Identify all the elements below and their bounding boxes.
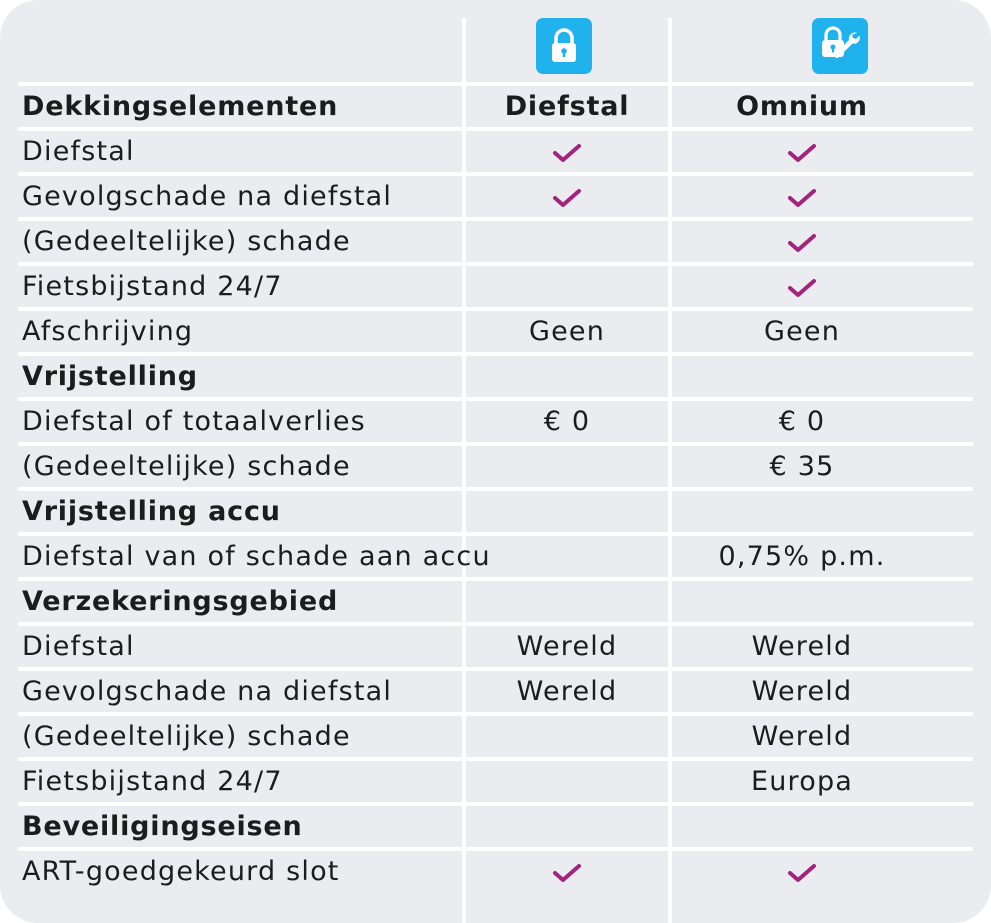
section-title: Verzekeringsgebied — [22, 586, 339, 617]
checkmark-icon — [672, 174, 932, 219]
row-label: (Gedeeltelijke) schade — [22, 721, 351, 752]
empty-cell — [466, 219, 668, 264]
diefstal-value: € 0 — [543, 406, 591, 437]
row-divider — [18, 217, 973, 221]
omnium-value: Wereld — [751, 721, 853, 752]
section-title: Vrijstelling accu — [22, 496, 281, 527]
checkmark-icon — [672, 849, 932, 894]
empty-cell — [672, 579, 932, 624]
omnium-value: Geen — [763, 316, 841, 347]
row-label: Gevolgschade na diefstal — [22, 676, 393, 707]
row-label: Fietsbijstand 24/7 — [22, 271, 283, 302]
table-row: Gevolgschade na diefstal — [0, 174, 991, 219]
row-divider — [18, 487, 973, 491]
table-row: ART-goedgekeurd slot — [0, 849, 991, 894]
section-row: Vrijstelling — [0, 354, 991, 399]
lock-wrench-icon — [812, 18, 868, 74]
row-label: Diefstal of totaalverlies — [22, 406, 366, 437]
row-divider — [18, 577, 973, 581]
row-label: Afschrijving — [22, 316, 194, 347]
empty-cell — [466, 579, 668, 624]
table-row: Diefstal Wereld Wereld — [0, 624, 991, 669]
row-label: ART-goedgekeurd slot — [22, 856, 340, 887]
table-row: (Gedeeltelijke) schade € 35 — [0, 444, 991, 489]
empty-cell — [672, 354, 932, 399]
table-row: Fietsbijstand 24/7 — [0, 264, 991, 309]
omnium-value: € 0 — [778, 406, 826, 437]
section-row: Vrijstelling accu — [0, 489, 991, 534]
column-divider — [462, 18, 466, 923]
table-row: Fietsbijstand 24/7 Europa — [0, 759, 991, 804]
section-title: Beveiligingseisen — [22, 811, 303, 842]
table-row: Diefstal of totaalverlies € 0 € 0 — [0, 399, 991, 444]
row-divider — [18, 262, 973, 266]
row-divider — [18, 757, 973, 761]
row-divider — [18, 712, 973, 716]
empty-cell — [466, 714, 668, 759]
diefstal-value: Wereld — [516, 631, 618, 662]
checkmark-icon — [672, 219, 932, 264]
omnium-value: Europa — [750, 766, 854, 797]
table-row: Afschrijving Geen Geen — [0, 309, 991, 354]
row-divider — [18, 532, 973, 536]
omnium-value: € 35 — [769, 451, 835, 482]
row-divider — [18, 622, 973, 626]
checkmark-icon — [466, 129, 668, 174]
header-omnium: Omnium — [736, 91, 868, 122]
checkmark-icon — [466, 849, 668, 894]
table-row: (Gedeeltelijke) schade Wereld — [0, 714, 991, 759]
empty-cell — [466, 759, 668, 804]
row-divider — [18, 802, 973, 806]
row-divider — [18, 352, 973, 356]
row-divider — [18, 667, 973, 671]
row-divider — [18, 307, 973, 311]
checkmark-icon — [466, 174, 668, 219]
row-label: (Gedeeltelijke) schade — [22, 451, 351, 482]
row-label: Diefstal van of schade aan accu — [22, 541, 491, 572]
diefstal-value: Geen — [528, 316, 606, 347]
row-divider — [18, 397, 973, 401]
table-row: Gevolgschade na diefstal Wereld Wereld — [0, 669, 991, 714]
empty-cell — [466, 354, 668, 399]
empty-cell — [672, 804, 932, 849]
section-row: Beveiligingseisen — [0, 804, 991, 849]
table-row: (Gedeeltelijke) schade — [0, 219, 991, 264]
empty-cell — [466, 534, 668, 579]
checkmark-icon — [672, 264, 932, 309]
row-label: Gevolgschade na diefstal — [22, 181, 393, 212]
checkmark-icon — [672, 129, 932, 174]
section-title: Vrijstelling — [22, 361, 198, 392]
row-label: (Gedeeltelijke) schade — [22, 226, 351, 257]
row-divider — [18, 82, 973, 86]
row-divider — [18, 442, 973, 446]
omnium-value: Wereld — [751, 676, 853, 707]
diefstal-value: Wereld — [516, 676, 618, 707]
lock-icon — [536, 18, 592, 74]
row-divider — [18, 172, 973, 176]
table-row: Diefstal van of schade aan accu 0,75% p.m… — [0, 534, 991, 579]
table-header-row: Dekkingselementen Diefstal Omnium — [0, 84, 991, 129]
omnium-value: 0,75% p.m. — [718, 541, 886, 572]
empty-cell — [466, 264, 668, 309]
empty-cell — [466, 804, 668, 849]
header-diefstal: Diefstal — [504, 91, 630, 122]
empty-cell — [466, 444, 668, 489]
row-divider — [18, 127, 973, 131]
row-label: Diefstal — [22, 136, 135, 167]
table-row: Diefstal — [0, 129, 991, 174]
row-label: Fietsbijstand 24/7 — [22, 766, 283, 797]
omnium-value: Wereld — [751, 631, 853, 662]
section-row: Verzekeringsgebied — [0, 579, 991, 624]
empty-cell — [672, 489, 932, 534]
row-label: Diefstal — [22, 631, 135, 662]
empty-cell — [466, 489, 668, 534]
column-divider — [668, 18, 672, 923]
row-divider — [18, 847, 973, 851]
header-label: Dekkingselementen — [22, 91, 339, 122]
